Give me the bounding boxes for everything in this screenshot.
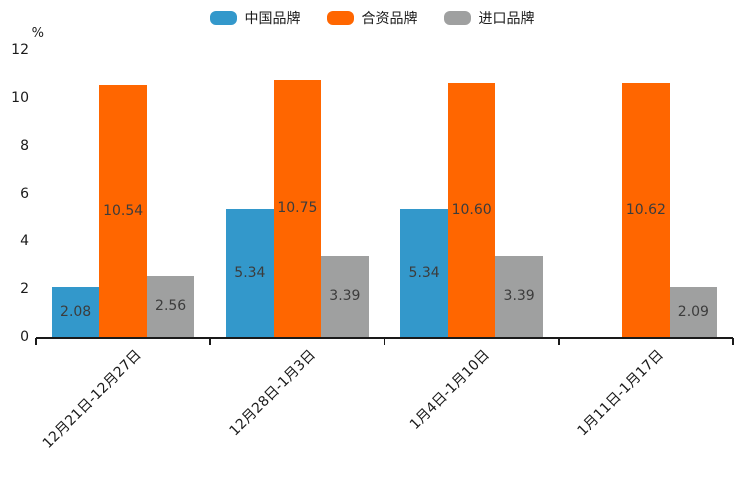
bar-value-label: 5.34 — [408, 265, 440, 282]
x-axis-tick — [732, 338, 734, 345]
legend-item-joint-venture-brand: 合资品牌 — [326, 8, 418, 28]
x-axis-tick — [383, 338, 386, 345]
bar-1-3 — [622, 83, 670, 337]
legend-label-china-brand: 中国品牌 — [244, 11, 301, 27]
legend-swatch-joint-venture-brand-icon — [326, 11, 354, 25]
legend-label-joint-venture-brand: 合资品牌 — [361, 11, 418, 27]
x-axis-label: 12月21日-12月27日 — [39, 347, 145, 452]
y-axis-unit-label: % — [31, 26, 44, 41]
y-tick-label: 6 — [20, 185, 29, 202]
bar-1-2 — [447, 83, 496, 337]
bar-0-2 — [400, 209, 448, 337]
bar-value-label: 3.39 — [329, 288, 361, 305]
bar-value-label: 5.34 — [234, 265, 266, 282]
bar-value-label: 10.54 — [103, 202, 144, 219]
bar-value-label: 2.09 — [677, 304, 709, 320]
bar-0-0 — [51, 287, 100, 337]
legend-swatch-import-brand-icon — [443, 11, 471, 25]
y-tick-label: 12 — [11, 42, 29, 58]
bar-2-1 — [321, 255, 369, 337]
bar-value-label: 3.39 — [503, 288, 535, 305]
legend-swatch-china-brand-icon — [209, 11, 237, 25]
bar-2-3 — [669, 287, 718, 337]
bar-value-label: 10.75 — [277, 200, 318, 217]
x-axis-label: 1月11日-1月17日 — [574, 347, 668, 440]
x-axis-label: 1月4日-1月10日 — [406, 347, 493, 433]
y-tick-label: 8 — [20, 137, 29, 154]
bar-2-0 — [146, 275, 195, 337]
x-axis-tick — [35, 338, 37, 345]
x-axis-tick — [557, 338, 560, 345]
x-axis-tick — [209, 338, 212, 345]
bar-value-label: 2.08 — [60, 304, 92, 321]
legend: 中国品牌 合资品牌 进口品牌 — [0, 8, 744, 28]
y-tick-label: 10 — [11, 89, 29, 106]
bar-value-label: 2.56 — [155, 298, 187, 315]
y-tick-label: 2 — [20, 281, 29, 298]
legend-item-china-brand: 中国品牌 — [209, 8, 301, 28]
y-tick-label: 4 — [20, 233, 29, 250]
bar-1-1 — [273, 79, 322, 337]
bar-value-label: 10.62 — [625, 202, 666, 218]
bar-0-1 — [226, 209, 274, 337]
x-axis-label: 12月28日-1月3日 — [226, 347, 319, 440]
legend-label-import-brand: 进口品牌 — [478, 11, 535, 27]
bar-value-label: 10.60 — [451, 202, 492, 219]
bar-1-0 — [99, 84, 147, 337]
y-tick-label: 0 — [20, 329, 29, 345]
bar-2-2 — [495, 255, 543, 337]
legend-item-import-brand: 进口品牌 — [443, 8, 535, 28]
